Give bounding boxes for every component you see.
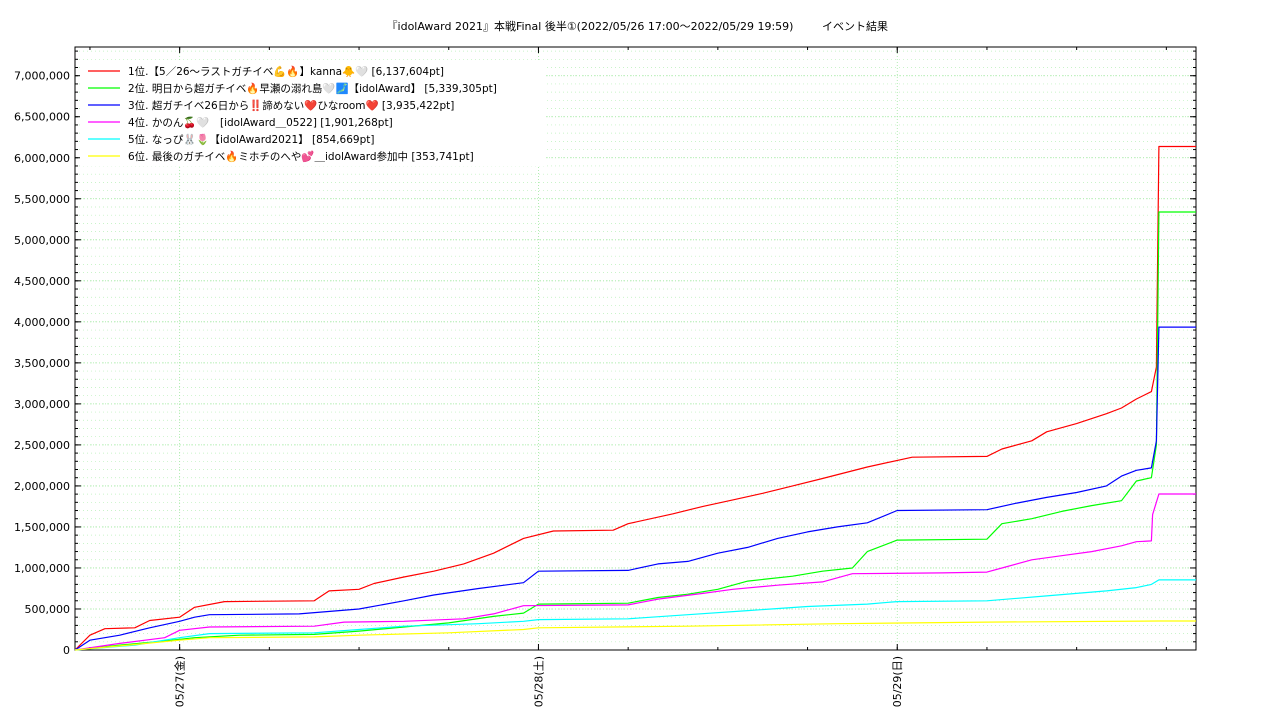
y-tick-label: 4,500,000 xyxy=(14,275,70,288)
y-axis: 0 500,000 1,000,000 1,500,000 2,000,000 2,500… xyxy=(14,50,1196,657)
series-line-5 xyxy=(74,579,1196,651)
series-line-4 xyxy=(74,493,1196,651)
y-tick-label: 1,500,000 xyxy=(14,521,70,534)
y-tick-label: 3,500,000 xyxy=(14,357,70,370)
y-tick-label: 500,000 xyxy=(25,603,71,616)
y-tick-label: 3,000,000 xyxy=(14,398,70,411)
chart-subtitle: イベント結果 xyxy=(822,19,888,33)
series-line-3 xyxy=(74,326,1196,651)
y-tick-label: 6,500,000 xyxy=(14,111,70,124)
y-tick-label: 6,000,000 xyxy=(14,152,70,165)
y-tick-label: 5,000,000 xyxy=(14,234,70,247)
legend-entry-4: 4位. かのん🍒🤍 [idolAward＿0522] [1,901,268pt] xyxy=(128,116,393,129)
legend: 1位.【5／26〜ラストガチイベ💪🔥】kanna🐥🤍 [6,137,604pt]… xyxy=(80,60,545,166)
series-line-2 xyxy=(74,211,1196,651)
y-tick-label: 2,500,000 xyxy=(14,439,70,452)
y-tick-label: 2,000,000 xyxy=(14,480,70,493)
chart-title: 『idolAward 2021』本戦Final 後半①(2022/05/26 1… xyxy=(387,19,794,33)
legend-entry-5: 5位. なっぴ🐰🌷【idolAward2021】 [854,669pt] xyxy=(128,133,374,146)
y-tick-label: 1,000,000 xyxy=(14,562,70,575)
y-tick-label: 0 xyxy=(63,644,70,657)
legend-box xyxy=(80,60,545,166)
x-axis: 05/27(金) 05/28(土) 05/29(日) xyxy=(89,47,1167,707)
y-tick-label: 7,000,000 xyxy=(14,70,70,83)
y-tick-label: 4,000,000 xyxy=(14,316,70,329)
legend-entry-6: 6位. 最後のガチイベ🔥ミホチのへや💕＿idolAward参加中 [353,74… xyxy=(128,150,474,163)
series-lines xyxy=(74,145,1196,651)
series-line-6 xyxy=(74,620,1196,651)
plot-frame xyxy=(74,46,1197,651)
series-line-1 xyxy=(74,145,1196,651)
x-tick-label: 05/29(日) xyxy=(891,656,904,707)
legend-entry-1: 1位.【5／26〜ラストガチイベ💪🔥】kanna🐥🤍 [6,137,604pt] xyxy=(128,65,444,78)
x-tick-label: 05/27(金) xyxy=(173,656,187,707)
legend-entry-2: 2位. 明日から超ガチイベ🔥早瀬の溺れ島🤍🗾【idolAward】 [5,339… xyxy=(128,82,497,95)
legend-entry-3: 3位. 超ガチイベ26日から‼️諦めない❤️ひなroom❤️ [3,935,42… xyxy=(128,99,454,112)
y-tick-label: 5,500,000 xyxy=(14,193,70,206)
x-tick-label: 05/28(土) xyxy=(532,656,545,707)
